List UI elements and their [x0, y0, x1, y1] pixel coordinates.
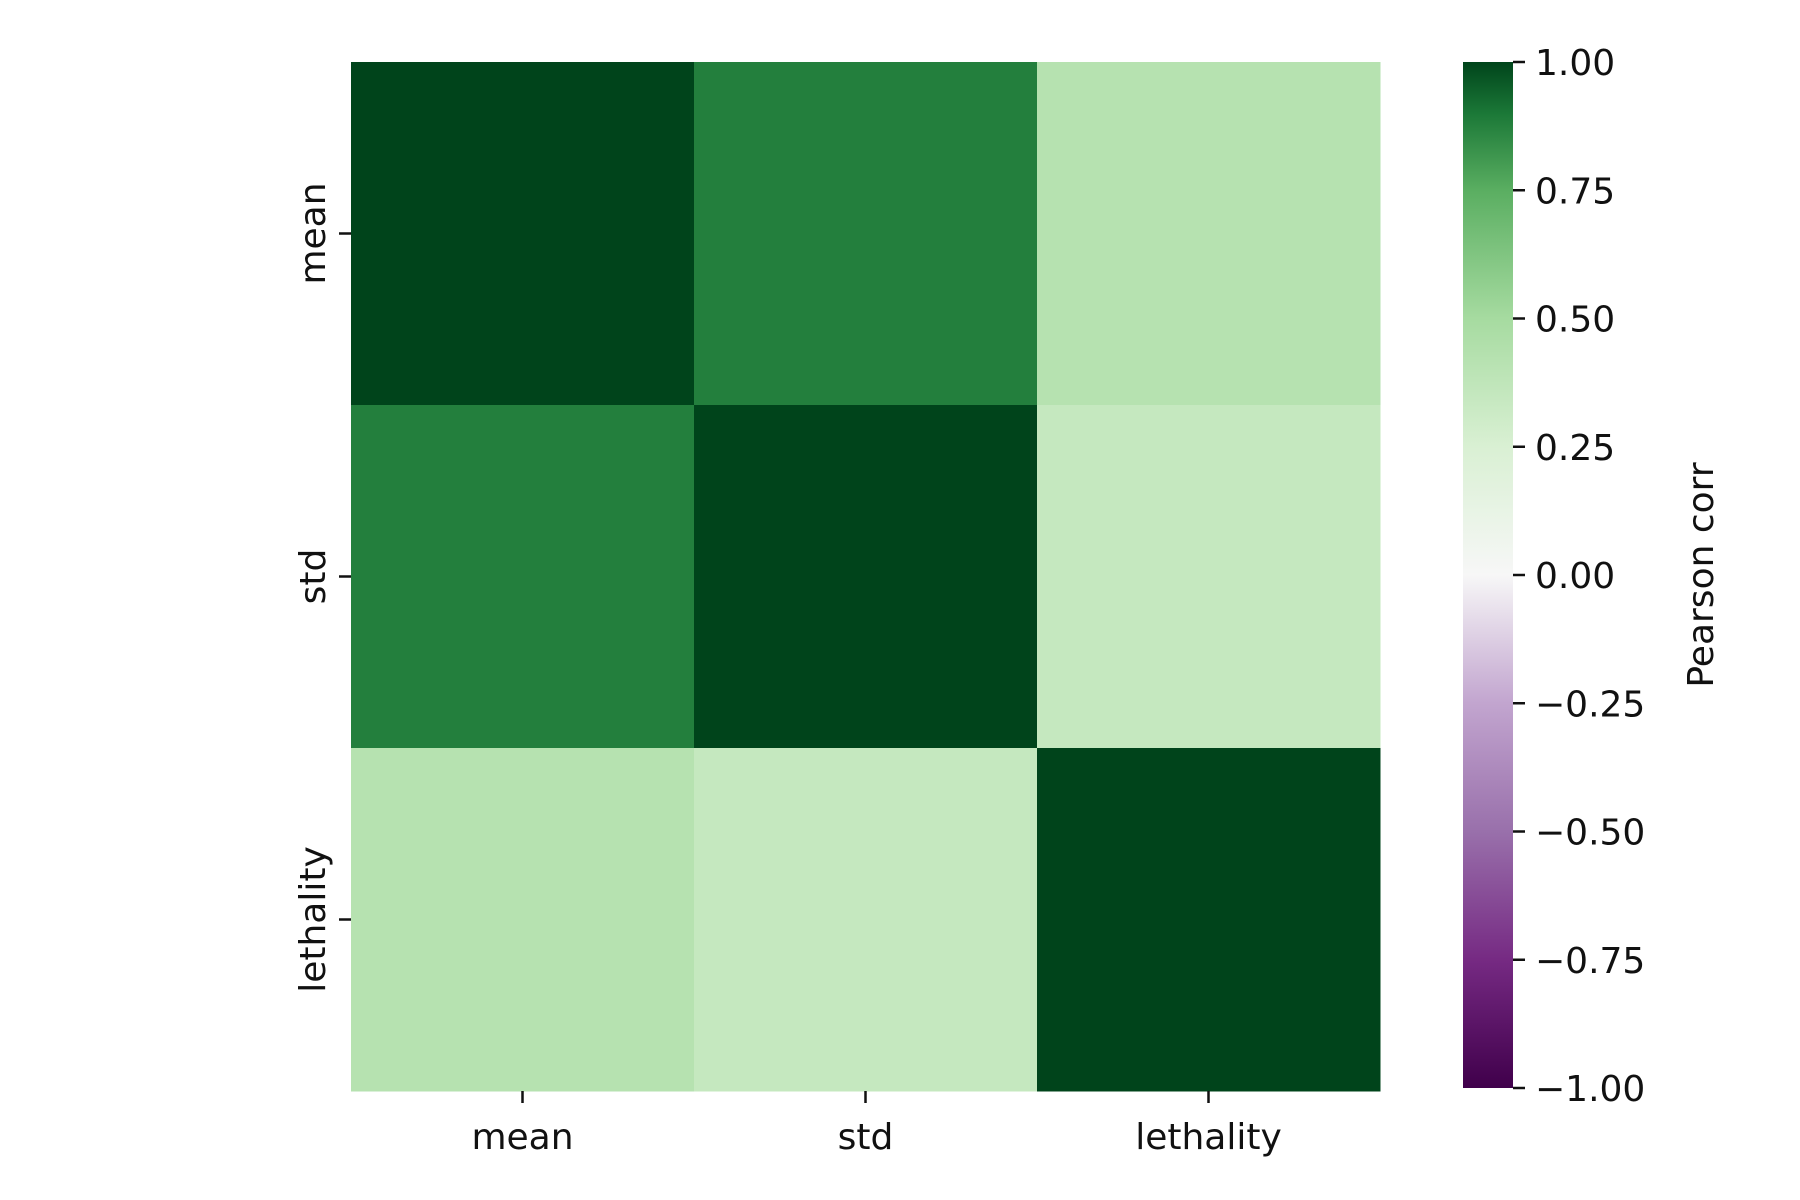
colorbar [1463, 62, 1513, 1088]
x-tick-label: std [838, 1117, 894, 1158]
colorbar-tick-label: 1.00 [1535, 43, 1615, 84]
colorbar-label: Pearson corr [1681, 462, 1722, 687]
y-tick-label: std [293, 549, 334, 605]
heatmap-cell-mean-mean [351, 62, 695, 406]
heatmap-cells [351, 62, 1381, 1092]
y-tick-label: mean [293, 182, 334, 284]
colorbar-tick-label: 0.50 [1535, 300, 1615, 341]
heatmap-cell-std-std [694, 405, 1038, 749]
heatmap-cell-std-mean [351, 405, 695, 749]
heatmap-cell-mean-lethality [1037, 62, 1381, 406]
colorbar-tick-label: 0.75 [1535, 171, 1615, 212]
colorbar-tick-label: 0.00 [1535, 556, 1615, 597]
y-axis: mean std lethality [293, 182, 351, 993]
colorbar-tick-label: 0.25 [1535, 428, 1615, 469]
heatmap-cell-mean-std [694, 62, 1038, 406]
heatmap-cell-std-lethality [1037, 405, 1381, 749]
colorbar-tick-label: −0.50 [1535, 813, 1645, 854]
colorbar-tick-label: −0.25 [1535, 684, 1645, 725]
heatmap-cell-lethality-lethality [1037, 748, 1381, 1092]
heatmap-cell-lethality-mean [351, 748, 695, 1092]
x-axis: mean std lethality [471, 1091, 1282, 1158]
x-tick-label: mean [471, 1117, 573, 1158]
heatmap-cell-lethality-std [694, 748, 1038, 1092]
x-tick-label: lethality [1135, 1117, 1282, 1158]
colorbar-tick-label: −1.00 [1535, 1069, 1645, 1110]
colorbar-axis: 1.00 0.75 0.50 0.25 0.00 −0.25 −0.50 −0.75 −1.00 [1513, 43, 1645, 1110]
colorbar-tick-label: −0.75 [1535, 941, 1645, 982]
y-tick-label: lethality [293, 846, 334, 993]
